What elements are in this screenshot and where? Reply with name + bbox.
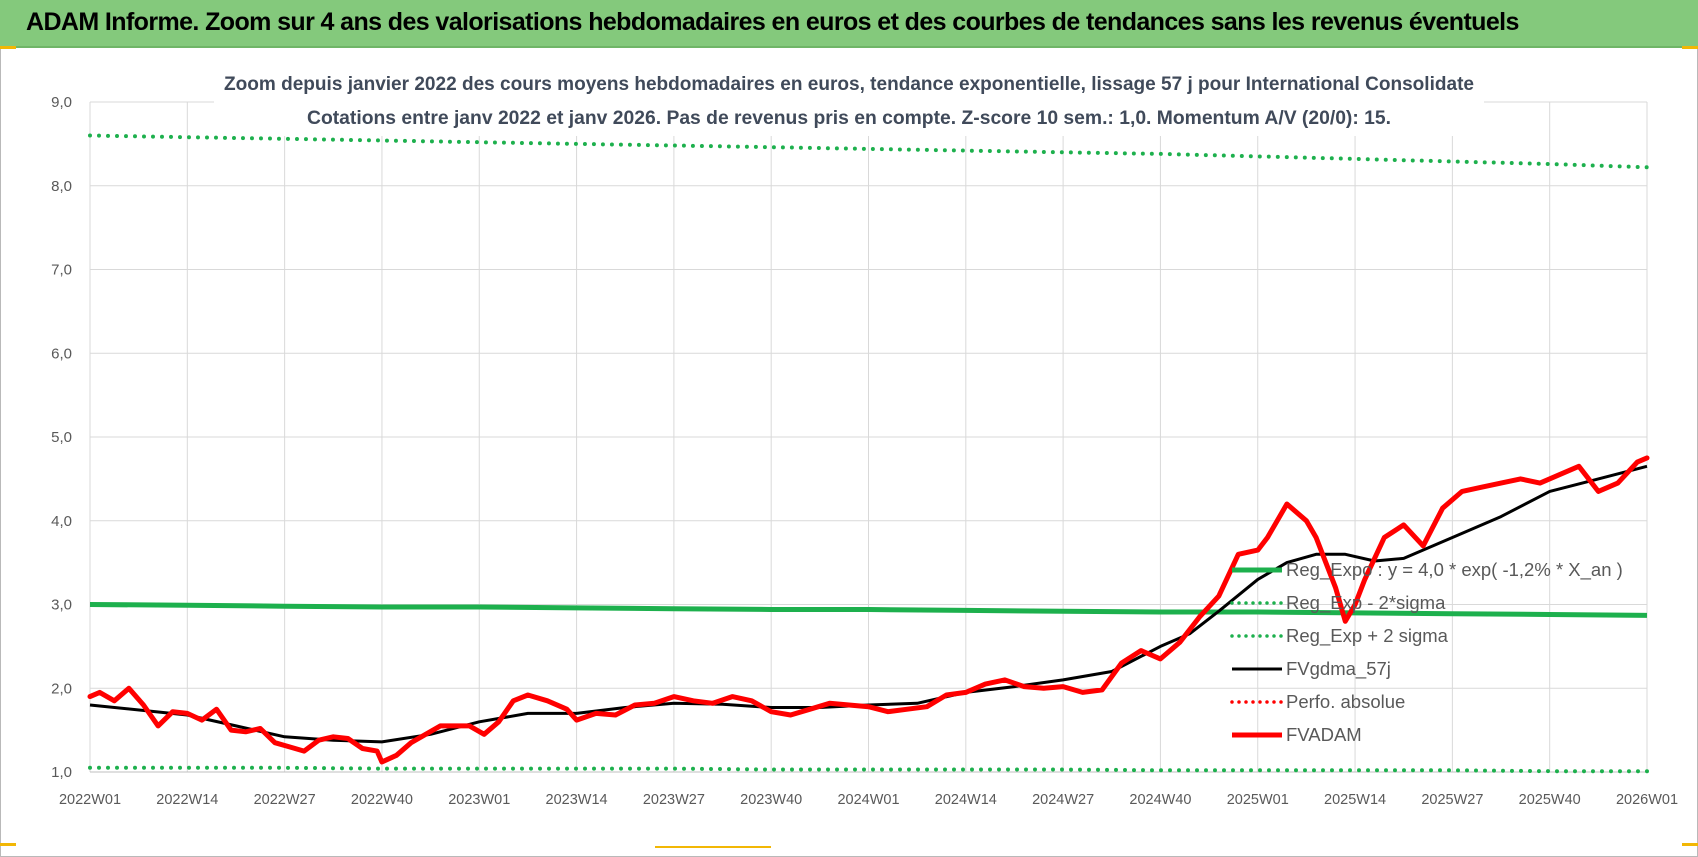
corner-mark-top-left	[0, 46, 16, 49]
title-banner: ADAM Informe. Zoom sur 4 ans des valoris…	[0, 0, 1698, 48]
x-tick-label: 2024W27	[1032, 792, 1094, 808]
legend-label: Reg_Exp + 2 sigma	[1286, 625, 1449, 647]
x-tick-label: 2023W01	[448, 792, 510, 808]
corner-mark-bottom-center	[655, 846, 771, 848]
y-tick-label: 6,0	[51, 345, 72, 362]
legend-label: FVADAM	[1286, 724, 1362, 745]
series-line-price	[87, 455, 1650, 765]
x-tick-label: 2025W40	[1519, 792, 1581, 808]
legend-label: Reg_Exp - 2*sigma	[1286, 592, 1446, 614]
series-line-lower-band	[88, 765, 1649, 774]
corner-mark-bottom-left	[0, 843, 16, 846]
legend-label: Perfo. absolue	[1286, 691, 1405, 712]
legend-label: Reg_Expo : y = 4,0 * exp( -1,2% * X_an )	[1286, 559, 1623, 581]
x-tick-label: 2023W40	[740, 792, 802, 808]
x-tick-label: 2025W14	[1324, 792, 1386, 808]
x-tick-label: 2024W40	[1129, 792, 1191, 808]
x-tick-label: 2022W27	[254, 792, 316, 808]
y-tick-label: 1,0	[51, 764, 72, 781]
y-tick-label: 8,0	[51, 178, 72, 195]
series-layer	[87, 133, 1650, 774]
x-tick-label: 2025W01	[1227, 792, 1289, 808]
corner-mark-bottom-right	[1682, 843, 1698, 846]
x-tick-label: 2023W14	[546, 792, 608, 808]
x-axis-ticks: 2022W01 2022W14 2022W27 2022W40 2023W01 2023W…	[59, 792, 1678, 808]
subtitle-box: Zoom depuis janvier 2022 des cours moyen…	[214, 66, 1484, 136]
banner-title: ADAM Informe. Zoom sur 4 ans des valoris…	[26, 8, 1519, 36]
x-tick-label: 2025W27	[1421, 792, 1483, 808]
chart-subtitle-line-1: Zoom depuis janvier 2022 des cours moyen…	[224, 73, 1474, 95]
y-tick-label: 2,0	[51, 680, 72, 697]
corner-mark-top-right	[1682, 46, 1698, 49]
x-tick-label: 2024W14	[935, 792, 997, 808]
y-tick-label: 3,0	[51, 597, 72, 614]
y-tick-label: 7,0	[51, 262, 72, 279]
y-axis-ticks: 1,0 2,0 3,0 4,0 5,0 6,0 7,0 8,0 9,0	[51, 94, 72, 781]
series-line-trend	[89, 602, 1648, 618]
y-tick-label: 4,0	[51, 513, 72, 530]
x-tick-label: 2026W01	[1616, 792, 1678, 808]
gridlines	[89, 101, 1648, 773]
y-tick-label: 9,0	[51, 94, 72, 111]
x-tick-label: 2023W27	[643, 792, 705, 808]
y-tick-label: 5,0	[51, 429, 72, 446]
legend: Reg_Expo : y = 4,0 * exp( -1,2% * X_an )…	[1230, 559, 1623, 745]
legend-label: FVgdma_57j	[1286, 658, 1391, 680]
x-tick-label: 2022W40	[351, 792, 413, 808]
x-tick-label: 2022W14	[156, 792, 218, 808]
chart-subtitle-line-2: Cotations entre janv 2022 et janv 2026. …	[307, 107, 1391, 129]
x-tick-label: 2024W01	[837, 792, 899, 808]
x-tick-label: 2022W01	[59, 792, 121, 808]
series-line-upper-band	[88, 133, 1649, 170]
